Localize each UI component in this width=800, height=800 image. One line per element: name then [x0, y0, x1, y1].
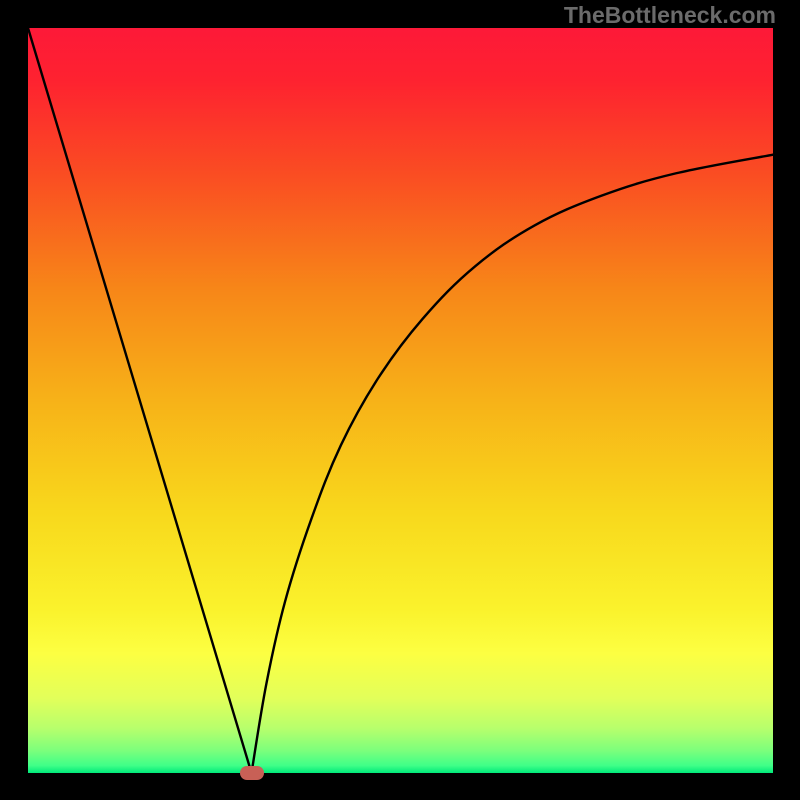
dip-marker [240, 766, 264, 780]
bottleneck-curve [28, 28, 773, 773]
curve-layer [0, 0, 800, 800]
watermark-text: TheBottleneck.com [564, 2, 776, 29]
chart-container: TheBottleneck.com [0, 0, 800, 800]
